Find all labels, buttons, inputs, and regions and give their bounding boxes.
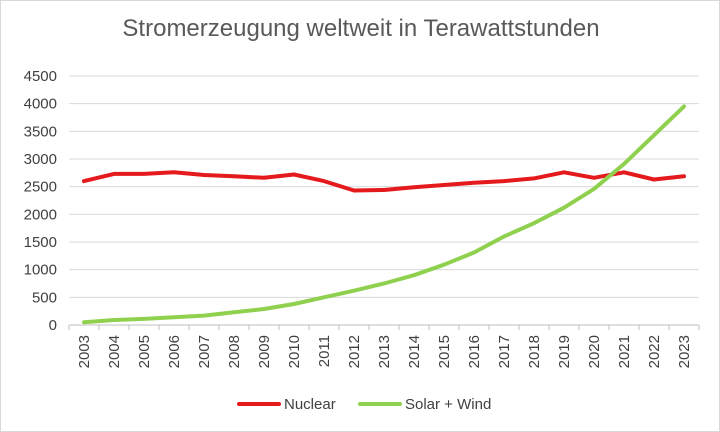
x-tick-label: 2017 (496, 335, 513, 368)
x-tick-label: 2004 (106, 335, 123, 368)
series-lines (82, 104, 686, 325)
x-tick-label: 2015 (436, 335, 453, 368)
x-axis-tick-labels: 2003 2004 2005 2006 2007 2008 2009 2010 2011 2012… (76, 335, 693, 368)
x-tick-label: 2016 (466, 335, 483, 368)
x-tick-label: 2008 (226, 335, 243, 368)
y-tick-label: 4000 (24, 96, 57, 113)
axes (68, 324, 700, 330)
x-tick-label: 2010 (286, 335, 303, 368)
chart-title: Stromerzeugung weltweit in Terawattstund… (122, 15, 600, 42)
x-tick-label: 2006 (166, 335, 183, 368)
gridlines (69, 75, 699, 298)
y-tick-label: 3000 (24, 151, 57, 168)
y-tick-label: 4500 (24, 68, 57, 85)
x-tick-label: 2018 (526, 335, 543, 368)
legend-label: Nuclear (284, 396, 336, 413)
x-tick-label: 2012 (346, 335, 363, 368)
y-tick-label: 500 (32, 289, 57, 306)
x-tick-label: 2020 (586, 335, 603, 368)
x-tick-label: 2007 (196, 335, 213, 368)
y-tick-label: 1500 (24, 234, 57, 251)
series-line-nuclear (82, 170, 686, 193)
series-line-solar-wind (82, 104, 686, 325)
y-axis-tick-labels: 0 500 1000 1500 2000 2500 3000 3500 4000 4500 (24, 68, 57, 334)
x-tick-label: 2013 (376, 335, 393, 368)
x-tick-label: 2003 (76, 335, 93, 368)
y-tick-label: 3500 (24, 123, 57, 140)
y-tick-label: 2500 (24, 179, 57, 196)
x-tick-label: 2021 (616, 335, 633, 368)
y-tick-label: 0 (49, 317, 57, 334)
legend: Nuclear Solar + Wind (237, 396, 491, 413)
x-tick-label: 2011 (316, 335, 333, 367)
legend-label: Solar + Wind (405, 396, 491, 413)
x-tick-label: 2023 (676, 335, 693, 368)
y-tick-label: 1000 (24, 262, 57, 279)
x-tick-label: 2022 (646, 335, 663, 368)
x-tick-label: 2005 (136, 335, 153, 368)
x-tick-label: 2014 (406, 335, 423, 368)
y-tick-label: 2000 (24, 206, 57, 223)
x-tick-label: 2019 (556, 335, 573, 368)
x-tick-label: 2009 (256, 335, 273, 368)
